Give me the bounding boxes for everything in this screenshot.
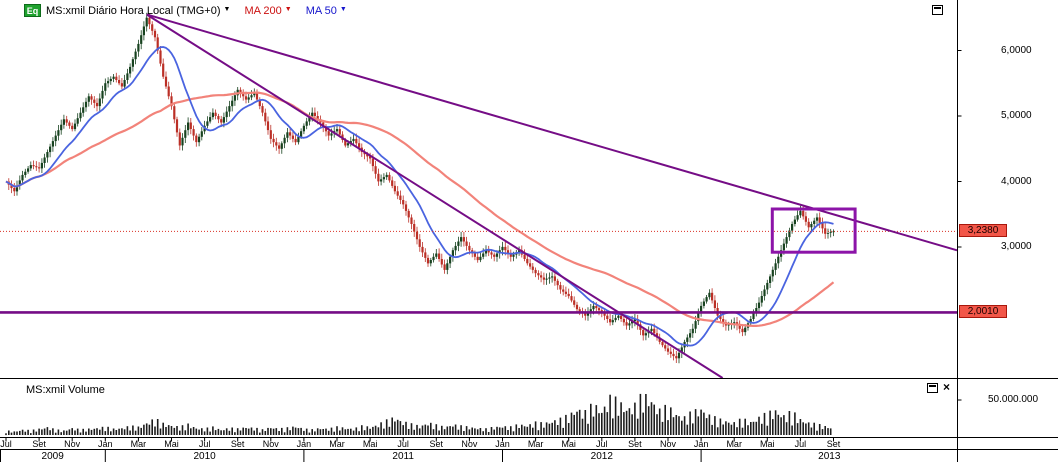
ma200-label: MA 200 <box>244 4 282 17</box>
ma50-dropdown[interactable]: MA 50 ▼ <box>306 5 347 17</box>
trendline-2 <box>146 13 724 379</box>
volume-pane-title: MS:xmil Volume <box>26 384 105 396</box>
chevron-down-icon: ▼ <box>284 6 292 13</box>
volume-bars <box>5 393 832 436</box>
ma200-dropdown[interactable]: MA 200 ▼ <box>244 5 291 17</box>
ma50-label: MA 50 <box>305 4 337 17</box>
trendline-1 <box>146 13 958 252</box>
chevron-down-icon: ▼ <box>339 6 347 13</box>
restore-window-icon[interactable] <box>932 5 943 15</box>
chevron-down-icon: ▼ <box>223 6 231 13</box>
chart-header: Eq MS:xmil Diário Hora Local (TMG+0) ▼ M… <box>24 4 347 17</box>
equity-type-badge: Eq <box>24 4 41 17</box>
volume-close-icon[interactable]: × <box>942 380 950 394</box>
candlestick-series <box>7 12 835 364</box>
ma200-line <box>5 91 835 327</box>
highlight-rectangle <box>770 207 857 254</box>
ma50-line <box>5 46 834 347</box>
last-price-badge: 3,2380 <box>959 224 1007 238</box>
volume-restore-window-icon[interactable] <box>927 383 938 393</box>
symbol-title-dropdown[interactable]: MS:xmil Diário Hora Local (TMG+0) ▼ <box>46 5 230 17</box>
support-price-badge: 2,0010 <box>959 305 1007 319</box>
chart-title: MS:xmil Diário Hora Local (TMG+0) <box>46 4 221 17</box>
